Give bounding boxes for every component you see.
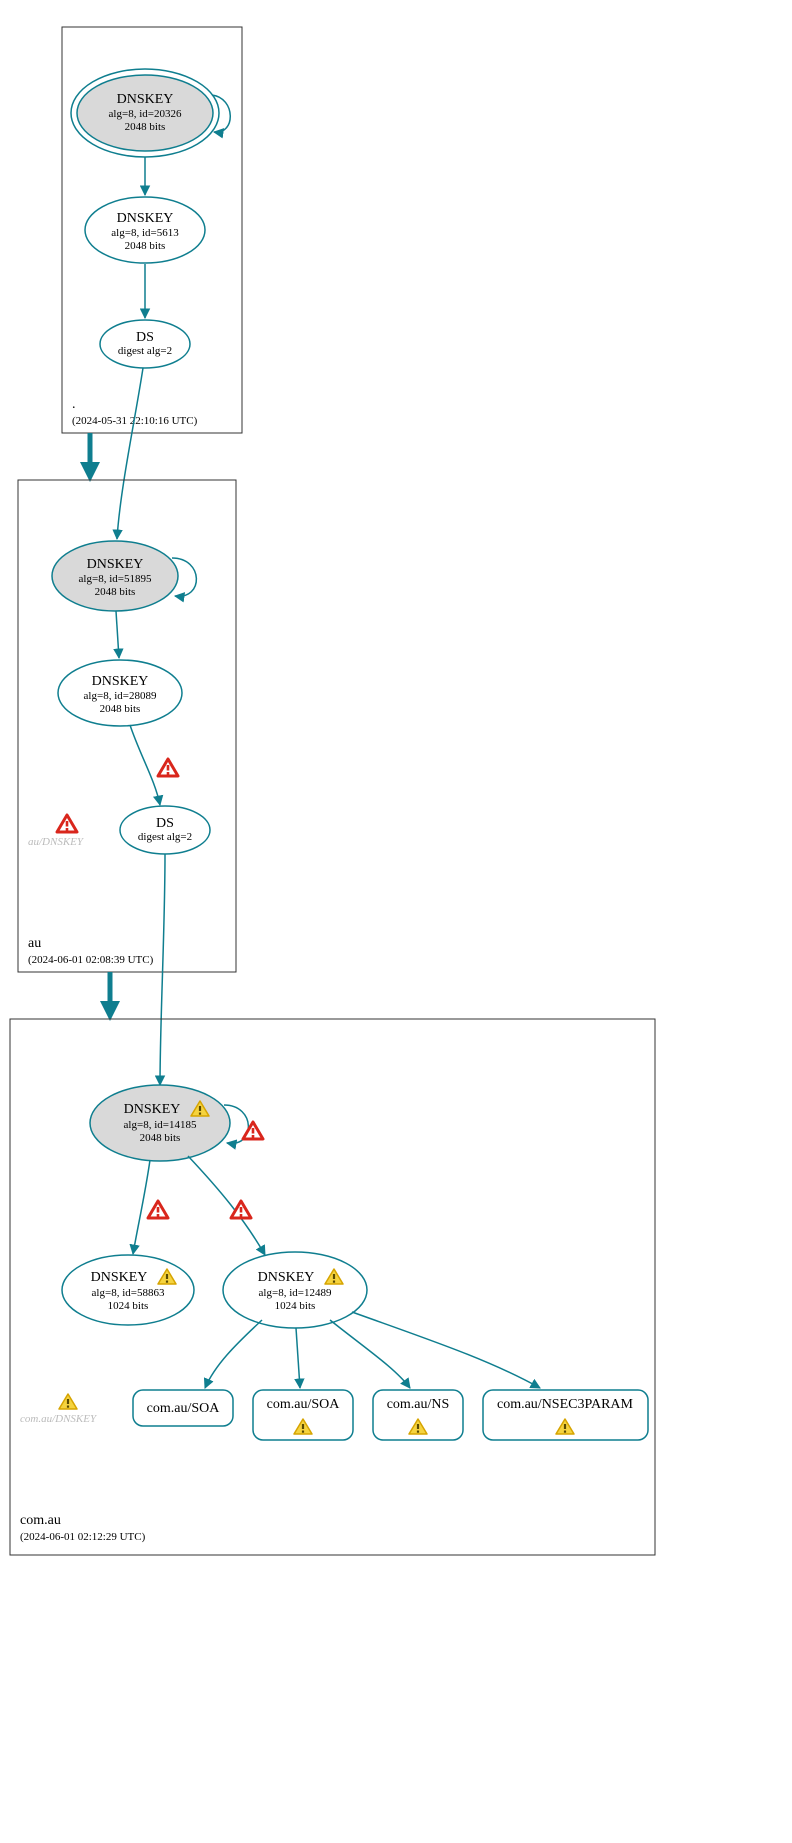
error-icon — [57, 815, 77, 832]
node-comau-ksk: DNSKEY alg=8, id=14185 2048 bits — [90, 1085, 230, 1161]
rrset-comau-ns: com.au/NS — [373, 1390, 463, 1440]
svg-text:DNSKEY: DNSKEY — [91, 1270, 148, 1285]
error-icon — [243, 1122, 263, 1139]
zone-au-name: au — [28, 936, 41, 951]
svg-text:2048 bits: 2048 bits — [140, 1132, 181, 1144]
svg-text:2048 bits: 2048 bits — [125, 240, 166, 252]
svg-text:com.au/NSEC3PARAM: com.au/NSEC3PARAM — [497, 1397, 634, 1412]
edge-comau-ksk-zsk1 — [133, 1160, 150, 1254]
edge-root-ds-au-ksk — [117, 368, 143, 539]
node-comau-zsk1: DNSKEY alg=8, id=58863 1024 bits — [62, 1255, 194, 1325]
zone-comau-name: com.au — [20, 1513, 61, 1528]
svg-text:DS: DS — [156, 816, 174, 831]
svg-text:2048 bits: 2048 bits — [95, 586, 136, 598]
svg-text:digest alg=2: digest alg=2 — [118, 345, 172, 357]
svg-text:alg=8, id=20326: alg=8, id=20326 — [109, 108, 182, 120]
node-comau-zsk2: DNSKEY alg=8, id=12489 1024 bits — [223, 1252, 367, 1328]
ghost-comau-dnskey: com.au/DNSKEY — [20, 1413, 98, 1425]
svg-text:DS: DS — [136, 330, 154, 345]
rrset-comau-nsec3param: com.au/NSEC3PARAM — [483, 1390, 648, 1440]
edge-root-ksk-self — [212, 95, 230, 132]
svg-text:com.au/SOA: com.au/SOA — [147, 1401, 221, 1416]
svg-text:2048 bits: 2048 bits — [100, 703, 141, 715]
zone-root: . (2024-05-31 22:10:16 UTC) DNSKEY alg=8… — [62, 27, 242, 433]
svg-text:alg=8, id=51895: alg=8, id=51895 — [79, 573, 152, 585]
rrset-comau-soa-1: com.au/SOA — [133, 1390, 233, 1426]
zone-comau: com.au (2024-06-01 02:12:29 UTC) DNSKEY … — [10, 1019, 655, 1555]
node-au-ksk: DNSKEY alg=8, id=51895 2048 bits — [52, 541, 178, 611]
edge-au-ksk-zsk — [116, 611, 119, 658]
node-root-ds: DS digest alg=2 — [100, 320, 190, 368]
svg-text:DNSKEY: DNSKEY — [92, 674, 149, 689]
node-au-zsk: DNSKEY alg=8, id=28089 2048 bits — [58, 660, 182, 726]
edge-zsk2-ns — [330, 1320, 410, 1388]
svg-text:DNSKEY: DNSKEY — [124, 1102, 181, 1117]
rrset-comau-soa-2: com.au/SOA — [253, 1390, 353, 1440]
svg-text:2048 bits: 2048 bits — [125, 121, 166, 133]
node-au-ds: DS digest alg=2 — [120, 806, 210, 854]
edge-au-ds-comau-ksk — [160, 854, 165, 1085]
zone-comau-timestamp: (2024-06-01 02:12:29 UTC) — [20, 1531, 146, 1543]
svg-text:alg=8, id=14185: alg=8, id=14185 — [124, 1119, 197, 1131]
svg-text:alg=8, id=28089: alg=8, id=28089 — [84, 690, 157, 702]
edge-au-zsk-ds — [130, 725, 160, 805]
svg-text:com.au/NS: com.au/NS — [387, 1397, 450, 1412]
svg-text:1024 bits: 1024 bits — [275, 1300, 316, 1312]
edge-zsk2-soa1 — [205, 1320, 262, 1388]
error-icon — [158, 759, 178, 776]
error-icon — [148, 1201, 168, 1218]
warn-icon — [59, 1394, 77, 1409]
edge-zsk2-soa2 — [296, 1328, 300, 1388]
svg-text:alg=8, id=58863: alg=8, id=58863 — [92, 1287, 165, 1299]
edge-zsk2-nsec3 — [352, 1312, 540, 1388]
zone-au-timestamp: (2024-06-01 02:08:39 UTC) — [28, 954, 154, 966]
svg-text:DNSKEY: DNSKEY — [117, 92, 174, 107]
svg-text:com.au/SOA: com.au/SOA — [267, 1397, 341, 1412]
svg-text:DNSKEY: DNSKEY — [258, 1270, 315, 1285]
svg-text:DNSKEY: DNSKEY — [117, 211, 174, 226]
svg-text:alg=8, id=12489: alg=8, id=12489 — [259, 1287, 332, 1299]
svg-text:digest alg=2: digest alg=2 — [138, 831, 192, 843]
svg-text:DNSKEY: DNSKEY — [87, 557, 144, 572]
edge-comau-ksk-zsk2 — [188, 1156, 265, 1255]
node-root-ksk: DNSKEY alg=8, id=20326 2048 bits — [71, 69, 219, 157]
zone-root-name: . — [72, 397, 76, 412]
node-root-zsk: DNSKEY alg=8, id=5613 2048 bits — [85, 197, 205, 263]
svg-text:alg=8, id=5613: alg=8, id=5613 — [111, 227, 179, 239]
ghost-au-dnskey: au/DNSKEY — [28, 836, 85, 848]
svg-text:1024 bits: 1024 bits — [108, 1300, 149, 1312]
zone-au: au (2024-06-01 02:08:39 UTC) DNSKEY alg=… — [18, 480, 236, 972]
